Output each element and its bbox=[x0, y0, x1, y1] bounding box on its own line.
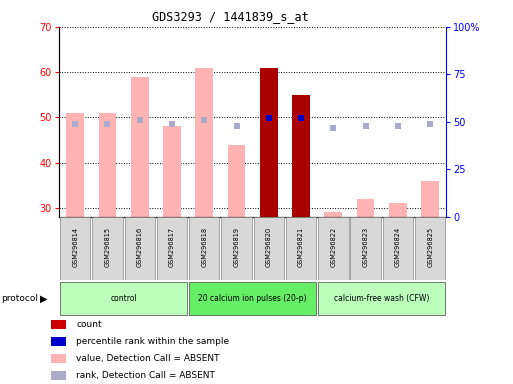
Bar bbox=[253, 217, 284, 280]
Point bbox=[232, 122, 241, 129]
Text: percentile rank within the sample: percentile rank within the sample bbox=[76, 337, 229, 346]
Bar bbox=[163, 126, 181, 217]
Bar bbox=[60, 282, 187, 315]
Text: GSM296824: GSM296824 bbox=[395, 227, 401, 268]
Text: GSM296816: GSM296816 bbox=[136, 227, 143, 267]
Bar bbox=[415, 217, 445, 280]
Bar bbox=[286, 217, 316, 280]
Point bbox=[168, 121, 176, 127]
Text: protocol: protocol bbox=[1, 294, 38, 303]
Bar bbox=[292, 95, 310, 217]
Bar bbox=[357, 199, 374, 217]
Bar bbox=[324, 212, 342, 217]
Bar bbox=[60, 217, 90, 280]
Text: calcium-free wash (CFW): calcium-free wash (CFW) bbox=[334, 294, 429, 303]
Point bbox=[394, 122, 402, 129]
Point bbox=[135, 117, 144, 123]
Text: rank, Detection Call = ABSENT: rank, Detection Call = ABSENT bbox=[76, 371, 215, 380]
Point bbox=[329, 124, 338, 131]
Bar bbox=[318, 282, 445, 315]
Bar bbox=[92, 217, 123, 280]
Bar bbox=[383, 217, 413, 280]
Text: GSM296818: GSM296818 bbox=[201, 227, 207, 267]
Bar bbox=[125, 217, 155, 280]
Text: GSM296815: GSM296815 bbox=[105, 227, 110, 267]
Bar bbox=[350, 217, 381, 280]
Bar bbox=[131, 77, 149, 217]
Point bbox=[103, 121, 111, 127]
Bar bbox=[318, 217, 348, 280]
Text: GDS3293 / 1441839_s_at: GDS3293 / 1441839_s_at bbox=[152, 10, 309, 23]
Bar bbox=[51, 321, 66, 329]
Bar bbox=[157, 217, 187, 280]
Point bbox=[200, 117, 208, 123]
Text: GSM296823: GSM296823 bbox=[363, 227, 369, 267]
Point bbox=[297, 115, 305, 121]
Text: ▶: ▶ bbox=[40, 293, 47, 304]
Point bbox=[71, 121, 79, 127]
Text: count: count bbox=[76, 320, 102, 329]
Text: GSM296820: GSM296820 bbox=[266, 227, 272, 268]
Bar bbox=[195, 68, 213, 217]
Text: GSM296817: GSM296817 bbox=[169, 227, 175, 267]
Text: GSM296821: GSM296821 bbox=[298, 227, 304, 267]
Text: GSM296825: GSM296825 bbox=[427, 227, 433, 268]
Bar bbox=[51, 337, 66, 346]
Bar bbox=[51, 371, 66, 380]
Bar bbox=[389, 204, 407, 217]
Bar bbox=[260, 68, 278, 217]
Point bbox=[426, 121, 435, 127]
Bar bbox=[221, 217, 252, 280]
Text: control: control bbox=[110, 294, 137, 303]
Text: GSM296822: GSM296822 bbox=[330, 227, 337, 268]
Bar bbox=[66, 113, 84, 217]
Bar bbox=[51, 354, 66, 363]
Text: GSM296819: GSM296819 bbox=[233, 227, 240, 267]
Bar bbox=[189, 282, 316, 315]
Text: value, Detection Call = ABSENT: value, Detection Call = ABSENT bbox=[76, 354, 220, 363]
Bar bbox=[98, 113, 116, 217]
Text: GSM296814: GSM296814 bbox=[72, 227, 78, 267]
Point bbox=[265, 115, 273, 121]
Text: 20 calcium ion pulses (20-p): 20 calcium ion pulses (20-p) bbox=[199, 294, 307, 303]
Bar bbox=[421, 181, 439, 217]
Bar bbox=[189, 217, 220, 280]
Bar bbox=[228, 144, 245, 217]
Point bbox=[362, 122, 370, 129]
